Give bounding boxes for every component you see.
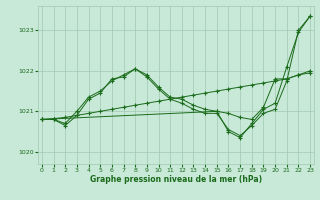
- X-axis label: Graphe pression niveau de la mer (hPa): Graphe pression niveau de la mer (hPa): [90, 175, 262, 184]
